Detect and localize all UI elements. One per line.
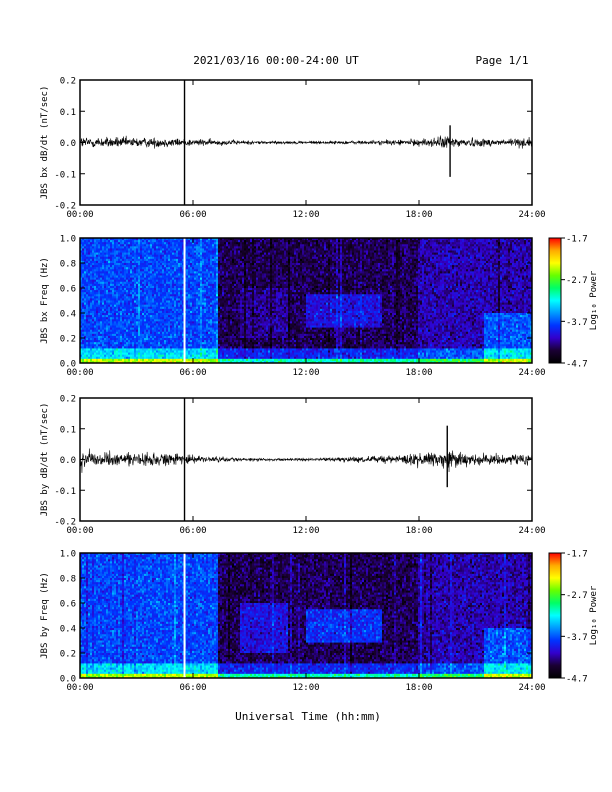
x-tick-label: 00:00 [66,210,93,220]
x-tick-label: 06:00 [179,210,206,220]
y-tick-label: 0.2 [60,77,76,87]
spectrogram-cells [80,238,532,363]
y-tick-label: 0.1 [60,108,76,118]
figure-title: 2021/03/16 00:00-24:00 UT [193,54,359,67]
y-tick-label: -0.1 [54,170,76,180]
series-line [80,136,532,149]
panel-bx-dbdt: 0.20.10.0-0.1-0.200:00 06:00 12:00 18:00 24:… [40,77,546,221]
page-indicator: Page 1/1 [476,54,529,67]
x-tick-label: 12:00 [292,210,319,220]
x-tick-label: 24:00 [518,210,545,220]
y-axis-title: JBS bx dB/dt (nT/sec) [40,86,50,200]
x-tick-label: 18:00 [405,210,432,220]
y-tick-label: 0.0 [60,139,76,149]
panel-bx-spectrogram: 1.00.80.60.40.20.000:00 06:00 12:00 18:00 24… [40,235,599,379]
